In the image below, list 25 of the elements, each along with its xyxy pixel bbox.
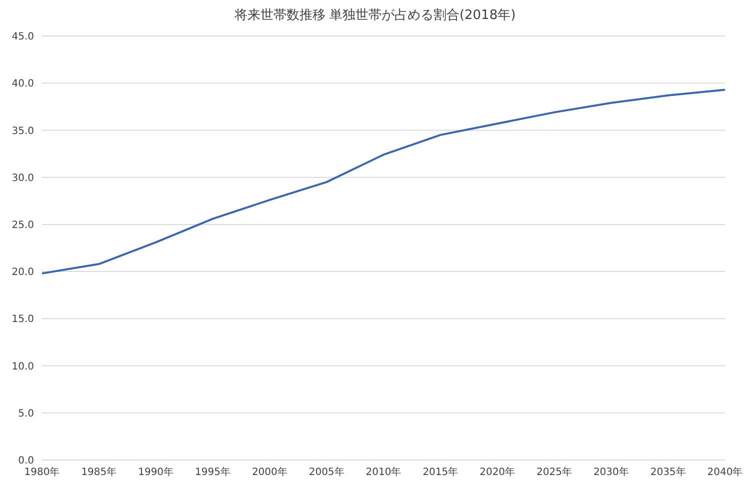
y-tick-label: 5.0 [18,408,34,420]
x-tick-label: 2010年 [366,466,402,478]
x-tick-label: 2015年 [422,466,458,478]
y-tick-label: 0.0 [18,456,34,467]
x-tick-label: 1980年 [24,466,60,478]
x-tick-label: 1990年 [138,466,174,478]
y-tick-label: 15.0 [12,314,34,326]
line-series [41,88,726,274]
x-tick-label: 2040年 [707,466,743,478]
x-tick-label: 1995年 [195,466,230,478]
x-tick-label: 2025年 [536,466,572,478]
x-tick-label: 2000年 [252,466,288,478]
y-tick-label: 45.0 [12,32,34,43]
y-tick-label: 10.0 [12,361,34,372]
y-tick-label: 30.0 [12,172,34,184]
y-tick-label: 35.0 [12,126,34,137]
x-tick-label: 2030年 [593,466,629,478]
chart-title: 将来世帯数推移 単独世帯が占める割合(2018年) [233,7,517,24]
y-tick-label: 40.0 [12,78,34,90]
y-tick-label: 25.0 [12,220,34,231]
x-tick-label: 1985年 [81,466,117,478]
x-tick-label: 2035年 [650,466,686,478]
x-tick-label: 2020年 [480,466,516,478]
x-tick-label: 2005年 [308,466,344,478]
y-tick-label: 20.0 [12,267,34,278]
